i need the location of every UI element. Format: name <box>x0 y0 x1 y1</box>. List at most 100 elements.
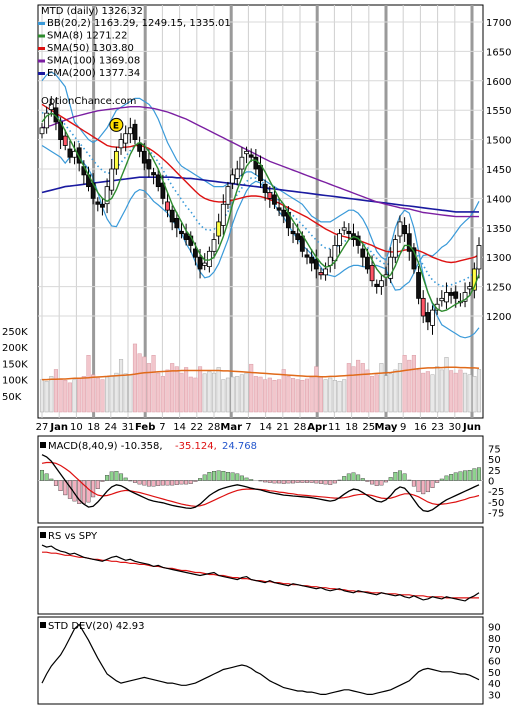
x-tick-label: May <box>375 422 398 433</box>
macd-histogram-bar <box>128 480 133 482</box>
volume-bar <box>146 363 151 413</box>
macd-histogram-bar <box>100 480 105 482</box>
volume-bar <box>81 376 86 413</box>
volume-bar <box>425 371 430 413</box>
volume-bar <box>86 355 91 413</box>
volume-bar <box>156 372 161 413</box>
macd-histogram-bar <box>384 480 389 483</box>
macd-histogram-bar <box>332 480 337 484</box>
macd-histogram-bar <box>472 468 477 481</box>
macd-histogram-bar <box>142 480 147 486</box>
price-tick-label: 1200 <box>486 312 511 323</box>
macd-histogram-bar <box>463 470 468 481</box>
macd-tick-label: -75 <box>488 509 504 520</box>
macd-histogram-bar <box>202 474 207 481</box>
macd-histogram-bar <box>449 474 454 481</box>
volume-bar <box>198 366 203 413</box>
volume-bar <box>58 379 63 413</box>
macd-histogram-bar <box>132 480 137 483</box>
sma8-line <box>41 112 480 313</box>
macd-histogram-bar <box>421 480 426 495</box>
macd-histogram-bar <box>477 467 482 481</box>
macd-histogram-bar <box>188 480 193 484</box>
volume-bar <box>332 379 337 413</box>
volume-bar <box>123 373 128 413</box>
macd-histogram-bar <box>170 480 175 486</box>
candle-body <box>378 280 384 288</box>
candle-body <box>67 148 73 158</box>
volume-bar <box>44 380 49 413</box>
macd-histogram-bar <box>184 480 189 485</box>
volume-bar <box>225 377 231 413</box>
candle-body <box>202 262 208 266</box>
candle-body <box>476 245 482 270</box>
candle-body <box>341 227 347 231</box>
volume-bar <box>365 369 370 413</box>
volume-bar <box>393 369 398 413</box>
candle-body <box>365 256 370 270</box>
macd-histogram-bar <box>95 480 100 489</box>
volume-bar <box>105 376 110 413</box>
candle-body <box>174 217 180 229</box>
std-tick-label: 80 <box>488 634 501 645</box>
volume-bar <box>207 371 212 413</box>
macd-histogram-bar <box>411 480 416 487</box>
macd-histogram-bar <box>458 471 463 481</box>
macd-histogram-bar <box>160 480 165 486</box>
macd-histogram-bar <box>146 480 151 487</box>
candle-body <box>290 230 296 235</box>
volume-bar <box>351 366 356 413</box>
macd-signal-value: -35.124, <box>175 441 217 452</box>
macd-histogram-bar <box>356 474 361 481</box>
rs-line <box>41 544 480 602</box>
legend-swatch <box>38 59 45 63</box>
candle-body <box>309 256 315 264</box>
volume-tick-label: 100K <box>2 376 28 387</box>
x-tick-label: 18 <box>87 422 100 433</box>
volume-bar <box>109 376 114 413</box>
volume-bar <box>304 378 310 413</box>
macd-histogram-bar <box>207 472 212 481</box>
x-tick-label: 21 <box>276 422 289 433</box>
volume-bar <box>267 377 272 413</box>
earnings-marker-label: E <box>113 121 119 131</box>
candle-body <box>323 268 328 276</box>
x-tick-label: 14 <box>259 422 272 433</box>
candle-body <box>118 139 124 149</box>
macd-panel <box>37 435 484 524</box>
legend-swatch <box>38 34 45 38</box>
macd-histogram-bar <box>374 480 379 486</box>
volume-bar <box>137 353 142 413</box>
macd-histogram-bar <box>212 471 217 481</box>
volume-bar <box>463 372 468 413</box>
macd-histogram-bar <box>86 480 91 503</box>
candle-body <box>216 221 222 237</box>
volume-bar <box>221 379 226 413</box>
macd-histogram-bar <box>244 477 249 481</box>
candle-body <box>448 292 454 296</box>
candle-body <box>453 291 459 299</box>
macd-histogram-bar <box>365 480 370 482</box>
x-tick-label: 31 <box>122 422 135 433</box>
candle-body <box>72 150 77 158</box>
macd-histogram-bar <box>263 480 268 483</box>
volume-bar <box>258 376 263 413</box>
std-tick-label: 60 <box>488 657 501 668</box>
candle-body <box>100 203 105 208</box>
source-label: OptionChance.com <box>41 96 136 107</box>
x-tick-label: 10 <box>70 422 83 433</box>
macd-line <box>41 454 480 513</box>
price-tick-label: 1450 <box>486 165 511 176</box>
volume-bar <box>430 374 435 413</box>
macd-histogram-bar <box>444 475 449 481</box>
macd-histogram-bar <box>123 477 128 481</box>
legend-label: SMA(100) 1369.08 <box>47 56 140 67</box>
candle-body <box>104 186 110 205</box>
candle-body <box>439 297 445 302</box>
candle-body <box>337 233 342 246</box>
volume-average-line <box>42 366 480 381</box>
macd-histogram-bar <box>300 480 305 483</box>
macd-histogram-bar <box>258 480 263 482</box>
candle-body <box>230 174 236 184</box>
